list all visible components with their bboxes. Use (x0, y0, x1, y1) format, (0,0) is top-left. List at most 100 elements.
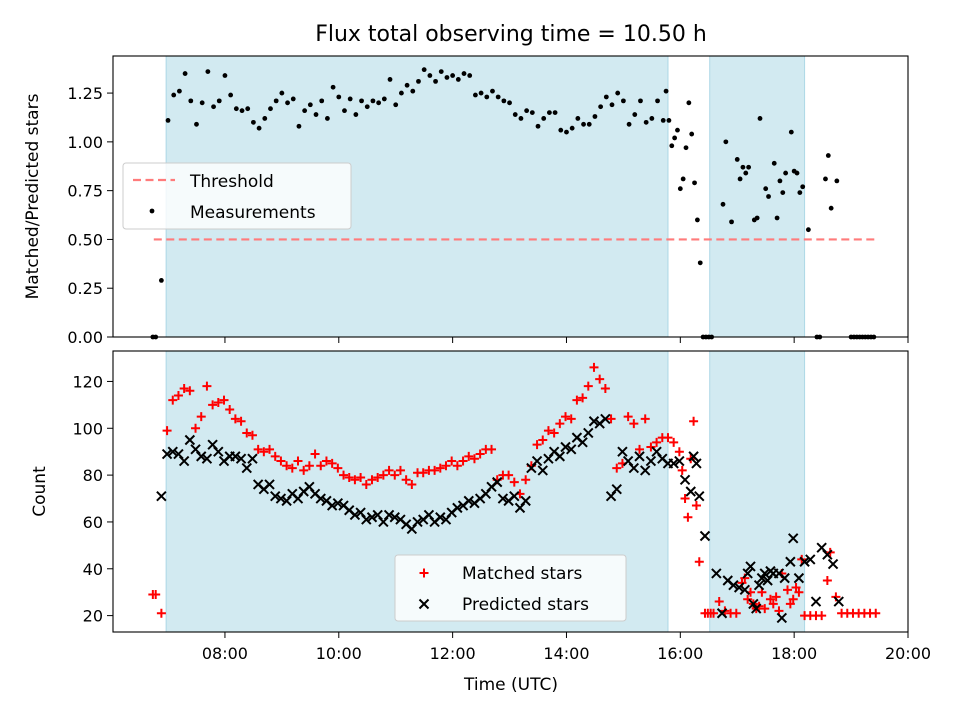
data-point (330, 84, 336, 90)
data-point (615, 90, 621, 96)
data-point (378, 470, 388, 480)
data-point (194, 121, 199, 127)
data-point (216, 98, 222, 104)
data-point (754, 215, 760, 221)
y-tick-label: 0.50 (67, 230, 103, 249)
data-point (788, 533, 799, 544)
data-point (783, 170, 789, 176)
data-point (359, 98, 364, 104)
data-point (871, 608, 881, 618)
data-point (777, 178, 783, 184)
data-point (797, 190, 803, 195)
data-point (674, 447, 684, 457)
data-point (233, 106, 239, 112)
data-point (663, 433, 673, 443)
y-axis-label: Count (30, 466, 50, 517)
data-point (497, 493, 509, 504)
data-point (347, 96, 353, 102)
data-point (450, 73, 456, 78)
data-point (709, 608, 719, 618)
data-point (598, 104, 604, 110)
data-point (720, 201, 726, 207)
data-point (333, 463, 343, 473)
data-point (228, 92, 234, 98)
data-point (739, 584, 751, 596)
data-point (611, 483, 622, 495)
data-point (326, 500, 338, 511)
y-tick-label: 80 (83, 466, 103, 485)
data-point (342, 108, 347, 114)
data-point (541, 116, 547, 121)
data-point (236, 416, 246, 426)
x-tick-label: 20:00 (885, 644, 931, 663)
data-point (191, 423, 201, 433)
data-point (373, 472, 383, 482)
y-tick-label: 20 (83, 607, 103, 626)
data-point (751, 603, 762, 614)
data-point (178, 455, 190, 467)
y-tick-label: 60 (83, 513, 103, 532)
y-axis-label: Matched/Predicted stars (23, 93, 43, 299)
data-point (731, 608, 741, 618)
data-point (692, 180, 697, 186)
data-point (632, 112, 638, 117)
data-point (668, 458, 679, 469)
data-point (239, 108, 245, 114)
data-point (242, 428, 252, 438)
data-point (691, 501, 701, 511)
axes-frame (112, 55, 909, 338)
y-tick-label: 40 (83, 560, 103, 579)
data-point (714, 597, 724, 607)
data-point (655, 98, 660, 104)
data-point (376, 100, 382, 106)
data-point (475, 449, 485, 459)
data-point (230, 451, 241, 462)
data-point (416, 78, 421, 84)
data-point (151, 590, 161, 600)
data-point (746, 164, 752, 170)
data-point (302, 108, 308, 114)
legend-box (122, 162, 352, 230)
data-point (617, 446, 628, 457)
data-point (640, 465, 651, 476)
data-point (287, 463, 297, 473)
data-point (759, 568, 770, 579)
data-point (572, 395, 582, 405)
data-point (538, 435, 548, 445)
data-point (828, 205, 834, 211)
data-point (356, 472, 366, 482)
data-point (501, 98, 507, 104)
data-point (383, 509, 395, 521)
data-point (603, 94, 609, 100)
data-point (290, 96, 296, 102)
data-point (589, 362, 599, 372)
data-point (723, 139, 729, 145)
data-point (247, 430, 257, 440)
data-point (549, 428, 559, 438)
data-point (410, 88, 416, 94)
data-point (694, 490, 705, 502)
data-point (799, 556, 810, 567)
data-point (259, 447, 269, 457)
data-point (339, 470, 349, 480)
data-point (484, 94, 490, 100)
data-point (165, 117, 171, 123)
data-point (646, 442, 656, 452)
data-point (270, 490, 281, 502)
data-point (689, 131, 695, 137)
data-point (740, 164, 746, 170)
data-point (495, 94, 501, 100)
data-point (822, 575, 832, 585)
data-point (729, 219, 734, 225)
data-point (763, 186, 769, 192)
data-point (521, 475, 531, 485)
data-point (264, 479, 275, 490)
data-point (509, 477, 519, 487)
data-point (199, 100, 205, 106)
data-point (393, 102, 399, 108)
data-point (182, 71, 188, 76)
x-axis-label: Time (UTC) (463, 675, 558, 695)
data-point (756, 572, 768, 584)
data-point (478, 90, 484, 96)
data-point (184, 434, 196, 446)
